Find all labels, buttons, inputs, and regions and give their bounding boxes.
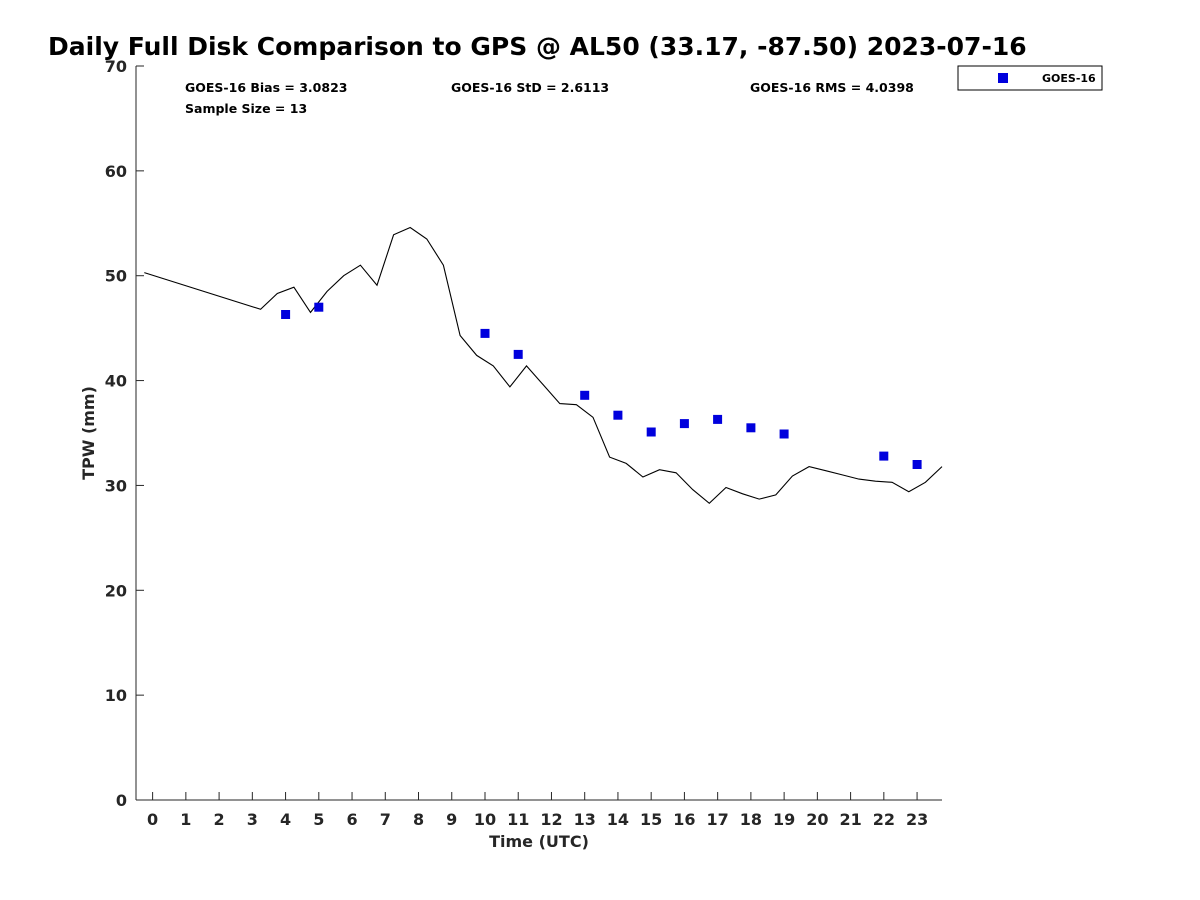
plot-area: [135, 66, 942, 801]
legend-marker-goes-16: [998, 73, 1008, 83]
goes-16-point: [746, 423, 756, 433]
x-tick-label: 15: [640, 810, 662, 829]
statistics-annotations: GOES-16 Bias = 3.0823 GOES-16 StD = 2.61…: [185, 80, 914, 116]
goes-16-point: [580, 390, 590, 400]
x-tick-label: 4: [280, 810, 291, 829]
x-tick-label: 14: [607, 810, 629, 829]
y-tick-label: 30: [105, 476, 127, 495]
goes-16-point: [281, 310, 291, 319]
y-tick-label: 40: [105, 372, 127, 391]
stat-sample-size: Sample Size = 13: [185, 101, 307, 116]
x-tick-label: 0: [147, 810, 158, 829]
y-tick-label: 20: [105, 581, 127, 600]
stat-bias: GOES-16 Bias = 3.0823: [185, 80, 347, 95]
y-tick-label: 70: [105, 57, 127, 76]
goes-16-point: [713, 414, 723, 424]
y-axis-ticks: 0 10 20 30 40 50 60 70: [105, 57, 144, 810]
x-tick-label: 21: [839, 810, 861, 829]
goes-16-series: [281, 302, 922, 469]
goes-16-point: [646, 427, 656, 437]
x-tick-label: 1: [180, 810, 191, 829]
legend: GOES-16: [957, 65, 1103, 91]
y-axis-label: TPW (mm): [79, 386, 98, 480]
x-tick-label: 11: [507, 810, 529, 829]
x-tick-label: 12: [540, 810, 562, 829]
y-tick-label: 60: [105, 162, 127, 181]
x-tick-label: 17: [707, 810, 729, 829]
goes-16-point: [912, 460, 922, 469]
x-tick-label: 18: [740, 810, 762, 829]
x-tick-label: 3: [247, 810, 258, 829]
x-tick-label: 7: [380, 810, 391, 829]
x-tick-label: 23: [906, 810, 928, 829]
x-tick-label: 10: [474, 810, 496, 829]
x-tick-label: 20: [806, 810, 828, 829]
goes-16-point: [513, 349, 523, 359]
x-tick-label: 8: [413, 810, 424, 829]
goes-16-point: [879, 451, 889, 461]
x-tick-label: 6: [346, 810, 357, 829]
y-tick-label: 0: [116, 791, 127, 810]
gps-line-series: [144, 226, 943, 505]
goes-16-point: [613, 410, 623, 420]
y-tick-label: 50: [105, 267, 127, 286]
gps-line: [144, 226, 943, 505]
goes-16-point: [480, 328, 490, 338]
x-tick-label: 22: [873, 810, 895, 829]
x-axis-label: Time (UTC): [489, 832, 589, 851]
legend-label-goes-16: GOES-16: [1042, 72, 1096, 85]
x-tick-label: 9: [446, 810, 457, 829]
x-axis-ticks: 0 1 2 3 4 5 6 7 8 9 10 11 12 13 14 15 16 17 18 19 20 21 22 23: [147, 792, 928, 829]
x-tick-label: 16: [673, 810, 695, 829]
stat-std: GOES-16 StD = 2.6113: [451, 80, 609, 95]
goes-16-point: [779, 429, 789, 439]
x-tick-label: 5: [313, 810, 324, 829]
goes-16-point: [679, 419, 689, 429]
y-tick-label: 10: [105, 686, 127, 705]
stat-rms: GOES-16 RMS = 4.0398: [750, 80, 914, 95]
x-tick-label: 2: [214, 810, 225, 829]
x-tick-label: 13: [574, 810, 596, 829]
legend-box: [957, 65, 1103, 91]
x-tick-label: 19: [773, 810, 795, 829]
goes-16-point: [314, 302, 324, 312]
chart-title: Daily Full Disk Comparison to GPS @ AL50…: [48, 32, 1027, 61]
